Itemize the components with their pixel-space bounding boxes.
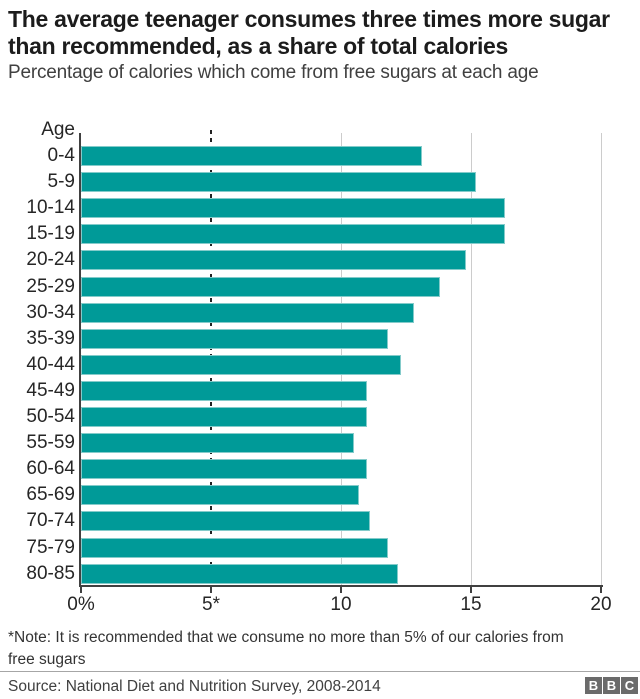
y-axis-label: 80-85 xyxy=(26,563,75,584)
source-text: Source: National Diet and Nutrition Surv… xyxy=(8,678,381,695)
x-tick-label: 20 xyxy=(590,594,612,615)
y-axis-line xyxy=(79,133,81,585)
bar-80-85 xyxy=(81,564,399,584)
y-axis-title: Age xyxy=(41,119,75,140)
page-title-line-1: The average teenager consumes three time… xyxy=(8,6,610,32)
y-axis-label: 75-79 xyxy=(26,537,75,558)
x-axis-tick xyxy=(210,587,212,593)
x-axis-tick xyxy=(470,587,472,593)
gridline-20 xyxy=(600,133,602,585)
bar-40-44 xyxy=(81,355,401,375)
footnote-line-1: *Note: It is recommended that we consume… xyxy=(8,629,564,646)
y-axis-label: 50-54 xyxy=(26,406,75,427)
y-axis-label: 30-34 xyxy=(26,302,75,323)
x-tick-label: 0% xyxy=(67,594,95,615)
bar-55-59 xyxy=(81,433,354,453)
x-axis-tick xyxy=(80,587,82,593)
bar-10-14 xyxy=(81,198,505,218)
y-axis-label: 45-49 xyxy=(26,380,75,401)
bar-30-34 xyxy=(81,303,414,323)
bar-0-4 xyxy=(81,146,422,166)
y-axis-label: 60-64 xyxy=(26,458,75,479)
x-tick-label: 15 xyxy=(460,594,482,615)
chart-subtitle: Percentage of calories which come from f… xyxy=(8,62,539,83)
bar-45-49 xyxy=(81,381,367,401)
y-axis-label: 15-19 xyxy=(26,223,75,244)
x-tick-label: 5* xyxy=(202,594,220,615)
bar-70-74 xyxy=(81,511,370,531)
bbc-logo-block: C xyxy=(621,677,638,694)
y-axis-label: 55-59 xyxy=(26,432,75,453)
y-axis-label: 70-74 xyxy=(26,510,75,531)
bar-35-39 xyxy=(81,329,388,349)
bar-5-9 xyxy=(81,172,477,192)
y-axis-label: 65-69 xyxy=(26,484,75,505)
bar-25-29 xyxy=(81,277,440,297)
y-axis-label: 40-44 xyxy=(26,354,75,375)
bbc-logo: B B C xyxy=(585,677,638,694)
bar-20-24 xyxy=(81,250,466,270)
footnote: *Note: It is recommended that we consume… xyxy=(8,627,564,671)
y-axis-label: 25-29 xyxy=(26,276,75,297)
x-axis-tick xyxy=(600,587,602,593)
y-axis-label: 35-39 xyxy=(26,328,75,349)
x-tick-label: 10 xyxy=(330,594,352,615)
footer-divider xyxy=(0,671,640,672)
y-axis-label: 0-4 xyxy=(47,145,75,166)
bar-65-69 xyxy=(81,485,360,505)
gridline-15 xyxy=(470,133,472,585)
page-title: The average teenager consumes three time… xyxy=(8,6,610,60)
bar-15-19 xyxy=(81,224,505,244)
bar-75-79 xyxy=(81,538,388,558)
bar-50-54 xyxy=(81,407,367,427)
footnote-line-2: free sugars xyxy=(8,651,86,668)
bar-60-64 xyxy=(81,459,367,479)
bbc-logo-block: B xyxy=(603,677,620,694)
y-axis-label: 5-9 xyxy=(47,171,75,192)
y-axis-label: 20-24 xyxy=(26,249,75,270)
x-axis-line xyxy=(79,585,603,587)
plot-area: 0-4 5-9 10-14 15-19 20-24 25-29 30-34 35-39 40-4… xyxy=(26,130,612,615)
x-axis-tick xyxy=(340,587,342,593)
bbc-logo-block: B xyxy=(585,677,602,694)
y-axis-label: 10-14 xyxy=(26,197,75,218)
page-title-line-2: than recommended, as a share of total ca… xyxy=(8,33,509,59)
